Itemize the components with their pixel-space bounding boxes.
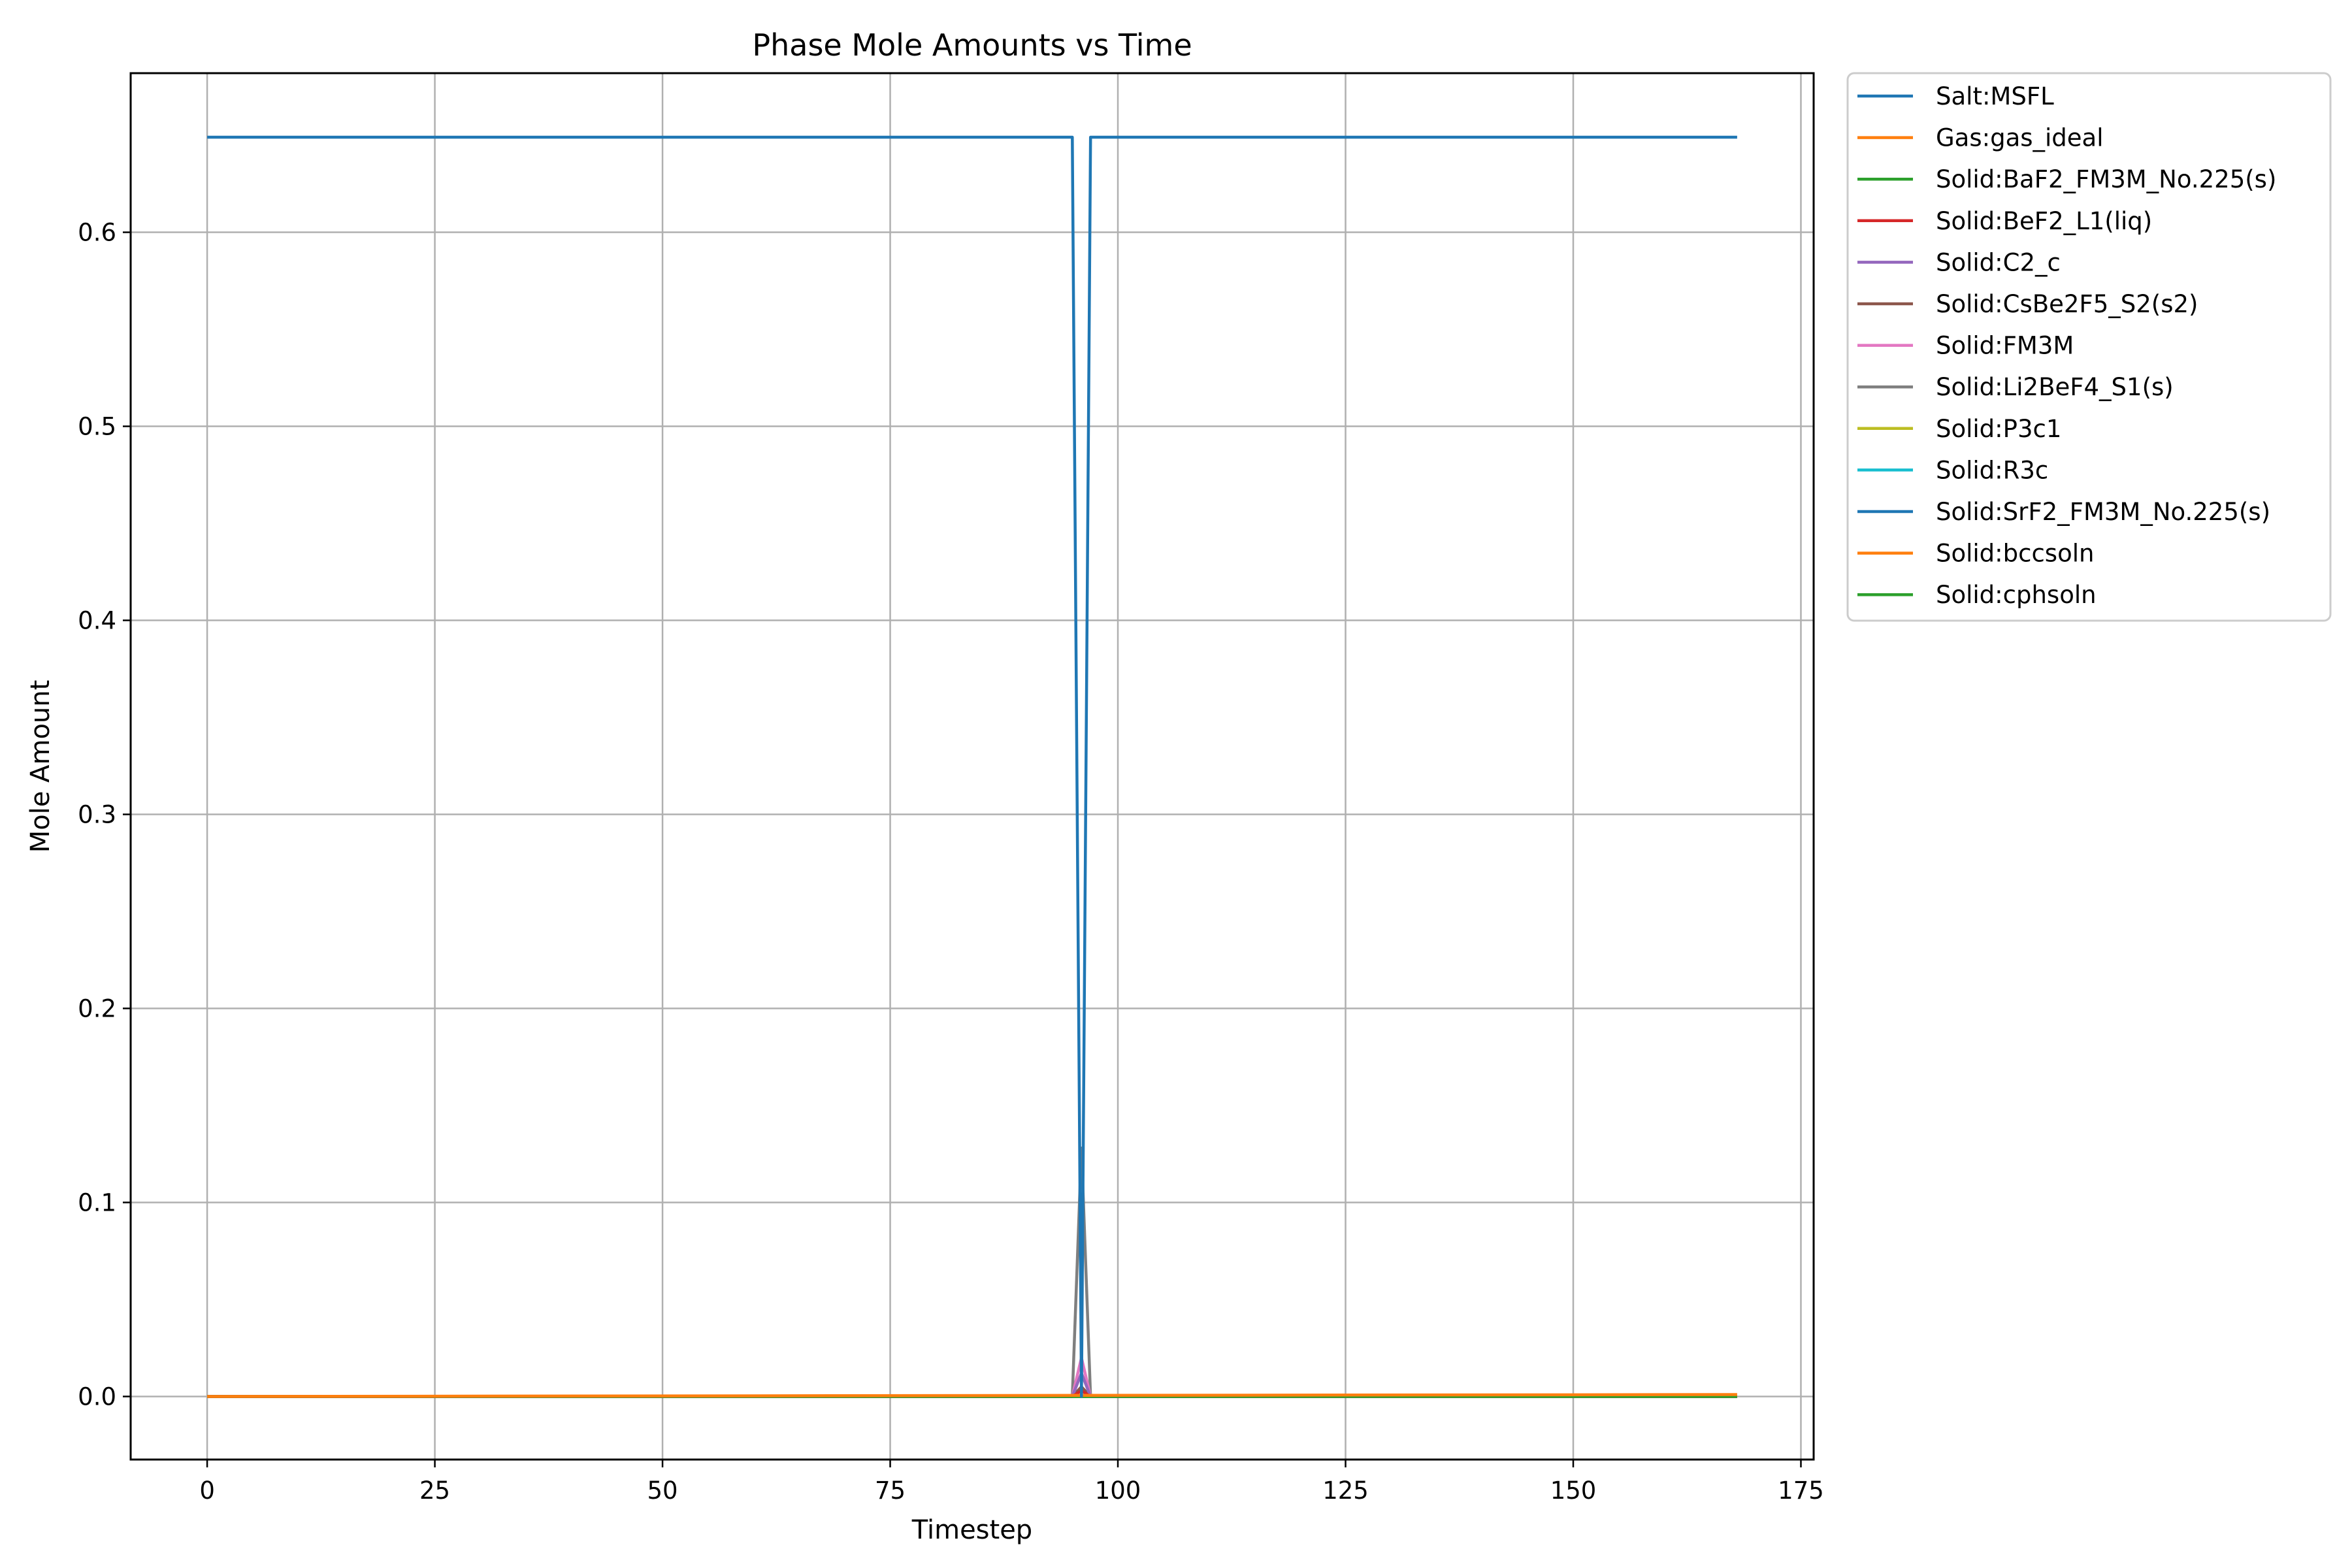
y-tick-label: 0.0	[78, 1382, 116, 1411]
x-tick-label: 175	[1778, 1477, 1824, 1505]
legend-label: Solid:C2_c	[1936, 248, 2061, 276]
legend-label: Solid:P3c1	[1936, 415, 2061, 443]
legend: Salt:MSFL Gas:gas_ideal Solid:BaF2_FM3M_No…	[1846, 72, 2332, 622]
x-tick-label: 25	[419, 1477, 450, 1505]
legend-label: Solid:bccsoln	[1936, 540, 2094, 568]
axis-ticks: 0 25 50 75 100 125 150 175 0.0 0.1 0.2 0.3 0.4 0.5 0.6	[78, 219, 1824, 1505]
series-line-1	[207, 1393, 1737, 1398]
legend-label: Solid:Li2BeF4_S1(s)	[1936, 373, 2174, 401]
x-axis-label: Timestep	[911, 1515, 1032, 1545]
y-tick-label: 0.4	[78, 607, 116, 635]
chart-title: Phase Mole Amounts vs Time	[752, 27, 1192, 63]
legend-label: Solid:R3c	[1936, 456, 2048, 484]
x-tick-label: 75	[875, 1477, 906, 1505]
y-tick-label: 0.2	[78, 994, 116, 1022]
y-tick-label: 0.1	[78, 1188, 116, 1217]
x-tick-label: 125	[1322, 1477, 1369, 1505]
y-tick-label: 0.3	[78, 801, 116, 829]
x-tick-label: 50	[647, 1477, 678, 1505]
y-tick-label: 0.6	[78, 219, 116, 247]
legend-label: Solid:BeF2_L1(liq)	[1936, 207, 2152, 235]
legend-label: Solid:FM3M	[1936, 332, 2074, 360]
y-axis-label: Mole Amount	[25, 680, 56, 853]
legend-label: Solid:CsBe2F5_S2(s2)	[1936, 290, 2198, 318]
legend-label: Gas:gas_ideal	[1936, 124, 2104, 152]
plot-frame	[129, 72, 1815, 1461]
x-tick-label: 100	[1095, 1477, 1141, 1505]
y-tick-label: 0.5	[78, 413, 116, 441]
plot-series	[207, 135, 1737, 1398]
x-tick-label: 0	[199, 1477, 215, 1505]
series-line-0	[207, 135, 1737, 1398]
legend-label: Solid:cphsoln	[1936, 581, 2097, 609]
x-tick-label: 150	[1550, 1477, 1597, 1505]
legend-label: Salt:MSFL	[1936, 82, 2054, 110]
legend-label: Solid:SrF2_FM3M_No.225(s)	[1936, 498, 2270, 526]
legend-box	[1846, 72, 2332, 622]
legend-label: Solid:BaF2_FM3M_No.225(s)	[1936, 165, 2276, 193]
